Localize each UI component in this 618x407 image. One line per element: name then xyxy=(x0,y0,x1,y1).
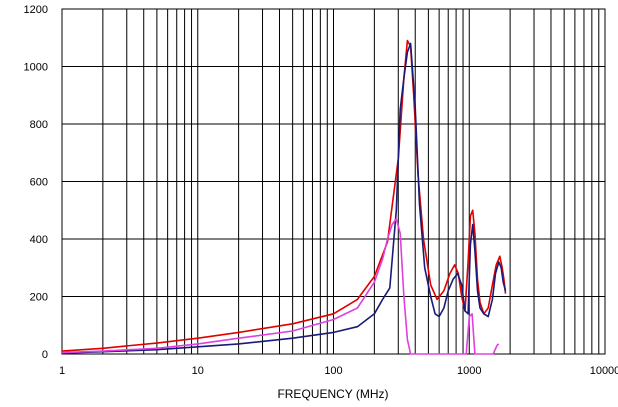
y-tick-label: 800 xyxy=(30,119,48,131)
x-tick-label: 10 xyxy=(192,365,204,377)
grid-lines xyxy=(62,9,605,354)
y-tick-label: 0 xyxy=(42,349,48,361)
x-tick-labels: 1 10 100 1000 10000 xyxy=(59,365,618,377)
series-line-2 xyxy=(61,42,507,354)
x-tick-label: 1000 xyxy=(457,365,481,377)
x-tick-label: 100 xyxy=(324,365,342,377)
y-tick-label: 400 xyxy=(30,234,48,246)
y-tick-label: 1200 xyxy=(24,4,48,16)
x-axis-label: FREQUENCY (MHz) xyxy=(277,387,388,401)
series-group xyxy=(61,39,507,355)
x-tick-label: 1 xyxy=(59,365,65,377)
y-tick-labels: 0 200 400 600 800 1000 1200 xyxy=(24,4,48,361)
y-tick-label: 1000 xyxy=(24,62,48,74)
series-line-3 xyxy=(61,218,500,355)
plot-frame xyxy=(61,8,606,355)
series-line-1 xyxy=(61,39,507,352)
x-tick-label: 10000 xyxy=(590,365,618,377)
plot-area xyxy=(61,8,606,355)
y-tick-label: 600 xyxy=(30,177,48,189)
y-tick-label: 200 xyxy=(30,292,48,304)
